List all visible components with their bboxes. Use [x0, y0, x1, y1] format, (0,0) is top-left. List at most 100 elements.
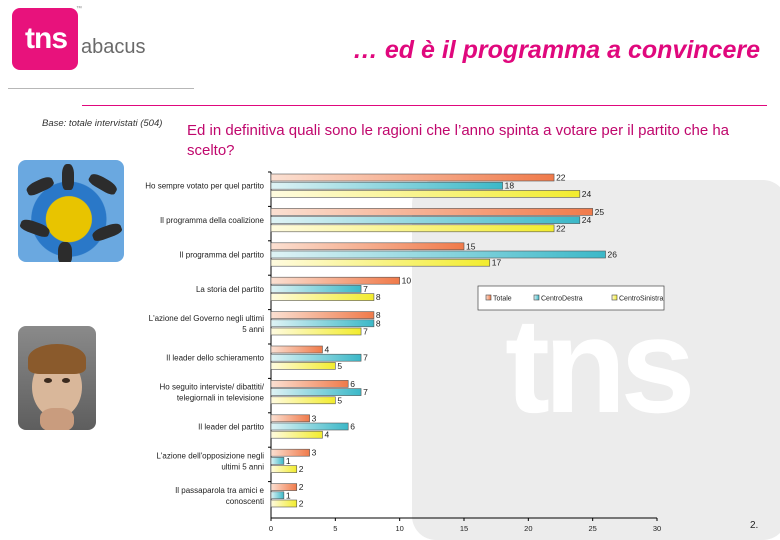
x-tick-label: 0 — [269, 524, 273, 533]
bar-value-label: 7 — [363, 387, 368, 397]
bar-centrosinistra — [270, 430, 323, 439]
bar-value-label: 1 — [286, 456, 291, 466]
bar-centrosinistra — [270, 190, 581, 198]
bar-centrosinistra — [270, 293, 375, 301]
x-tick-label: 30 — [653, 524, 661, 533]
bar-value-label: 22 — [556, 223, 566, 233]
hands-globe-photo — [18, 160, 124, 262]
category-label: Ho seguito interviste/ dibattiti/ — [160, 383, 265, 392]
legend-box — [477, 285, 665, 311]
bar-centrodestra — [270, 388, 362, 396]
bar-centrodestra — [270, 250, 606, 259]
legend-label: CentroDestra — [541, 296, 583, 303]
legend-swatch — [611, 294, 618, 301]
category-label: telegiornali in televisione — [177, 394, 265, 403]
bar-value-label: 8 — [376, 292, 381, 302]
x-tick-label: 25 — [588, 524, 596, 533]
bar-value-label: 8 — [376, 310, 381, 320]
bar-totale — [270, 311, 375, 319]
base-note: Base: totale intervistati (504) — [42, 118, 163, 129]
bar-value-label: 1 — [286, 490, 291, 500]
logo-divider — [8, 88, 194, 89]
x-tick-label: 10 — [395, 524, 403, 533]
bar-value-label: 5 — [337, 361, 342, 371]
bar-centrodestra — [270, 319, 375, 328]
bar-value-label: 25 — [595, 207, 605, 217]
category-label: Ho sempre votato per quel partito — [145, 182, 264, 191]
x-tick-label: 15 — [460, 524, 468, 533]
bar-centrodestra — [270, 422, 349, 431]
bar-value-label: 2 — [299, 499, 304, 509]
bar-value-label: 22 — [556, 173, 566, 183]
legend-label: CentroSinistra — [619, 296, 663, 303]
tns-logo-box — [12, 8, 78, 70]
bar-centrodestra — [270, 353, 362, 362]
bar-centrodestra — [270, 216, 581, 224]
bar-centrodestra — [270, 457, 285, 465]
bar-centrosinistra — [270, 396, 336, 405]
thinking-child-photo — [18, 326, 96, 430]
bar-value-label: 18 — [505, 181, 515, 191]
category-label: Il leader del partito — [198, 423, 264, 432]
logo-trademark: ™ — [76, 6, 82, 12]
bar-totale — [270, 414, 310, 423]
bar-centrodestra — [270, 491, 285, 500]
bar-totale — [270, 276, 400, 285]
logo-tns-text: tns — [25, 22, 68, 55]
legend-swatch — [485, 294, 492, 301]
logo-abacus-text: abacus — [81, 36, 146, 58]
headline-divider — [82, 105, 767, 106]
bar-centrosinistra — [270, 224, 555, 233]
bar-value-label: 6 — [350, 379, 355, 389]
bar-value-label: 26 — [608, 250, 618, 260]
legend-label: Totale — [493, 296, 512, 303]
category-label: Il programma del partito — [180, 251, 265, 260]
bar-totale — [270, 345, 323, 354]
bar-value-label: 10 — [402, 276, 412, 286]
category-label: 5 anni — [242, 325, 264, 334]
bar-centrosinistra — [270, 362, 336, 370]
bar-totale — [270, 448, 310, 457]
x-tick-label: 20 — [524, 524, 532, 533]
bar-value-label: 4 — [324, 430, 329, 440]
category-label: La storia del partito — [196, 285, 265, 294]
bar-totale — [270, 208, 593, 216]
bar-value-label: 2 — [299, 464, 304, 474]
category-label: L'azione dell'opposizione negli — [156, 451, 264, 460]
bar-value-label: 7 — [363, 353, 368, 363]
watermark-tns-text: tns — [505, 290, 695, 441]
bar-totale — [270, 173, 555, 182]
bar-value-label: 15 — [466, 241, 476, 251]
page-number: 2. — [750, 520, 759, 531]
legend-swatch — [533, 294, 540, 301]
slide-headline: … ed è il programma a convincere — [352, 36, 760, 64]
bar-totale — [270, 242, 465, 251]
bar-value-label: 7 — [363, 284, 368, 294]
bar-centrodestra — [270, 181, 503, 190]
category-label: Il passaparola tra amici e — [175, 486, 264, 495]
bar-value-label: 8 — [376, 318, 381, 328]
bar-value-label: 4 — [324, 345, 329, 355]
category-label: Il programma della coalizione — [160, 216, 265, 225]
bar-totale — [270, 483, 298, 491]
bar-centrosinistra — [270, 258, 491, 267]
bar-value-label: 17 — [492, 258, 502, 268]
bar-value-label: 3 — [312, 448, 317, 458]
bar-centrosinistra — [270, 327, 362, 336]
bar-value-label: 5 — [337, 395, 342, 405]
category-label: L'azione del Governo negli ultimi — [149, 314, 265, 323]
bar-value-label: 2 — [299, 482, 304, 492]
category-label: Il leader dello schieramento — [166, 354, 264, 363]
watermark-box — [412, 180, 780, 540]
bar-value-label: 7 — [363, 327, 368, 337]
bar-centrodestra — [270, 285, 362, 293]
question-title: Ed in definitiva quali sono le ragioni c… — [187, 122, 730, 159]
bar-centrosinistra — [270, 465, 298, 473]
bar-centrosinistra — [270, 499, 298, 508]
category-label: ultimi 5 anni — [221, 462, 264, 471]
bar-value-label: 24 — [582, 215, 592, 225]
x-tick-label: 5 — [333, 524, 337, 533]
bar-totale — [270, 380, 349, 388]
category-label: conoscenti — [226, 497, 264, 506]
